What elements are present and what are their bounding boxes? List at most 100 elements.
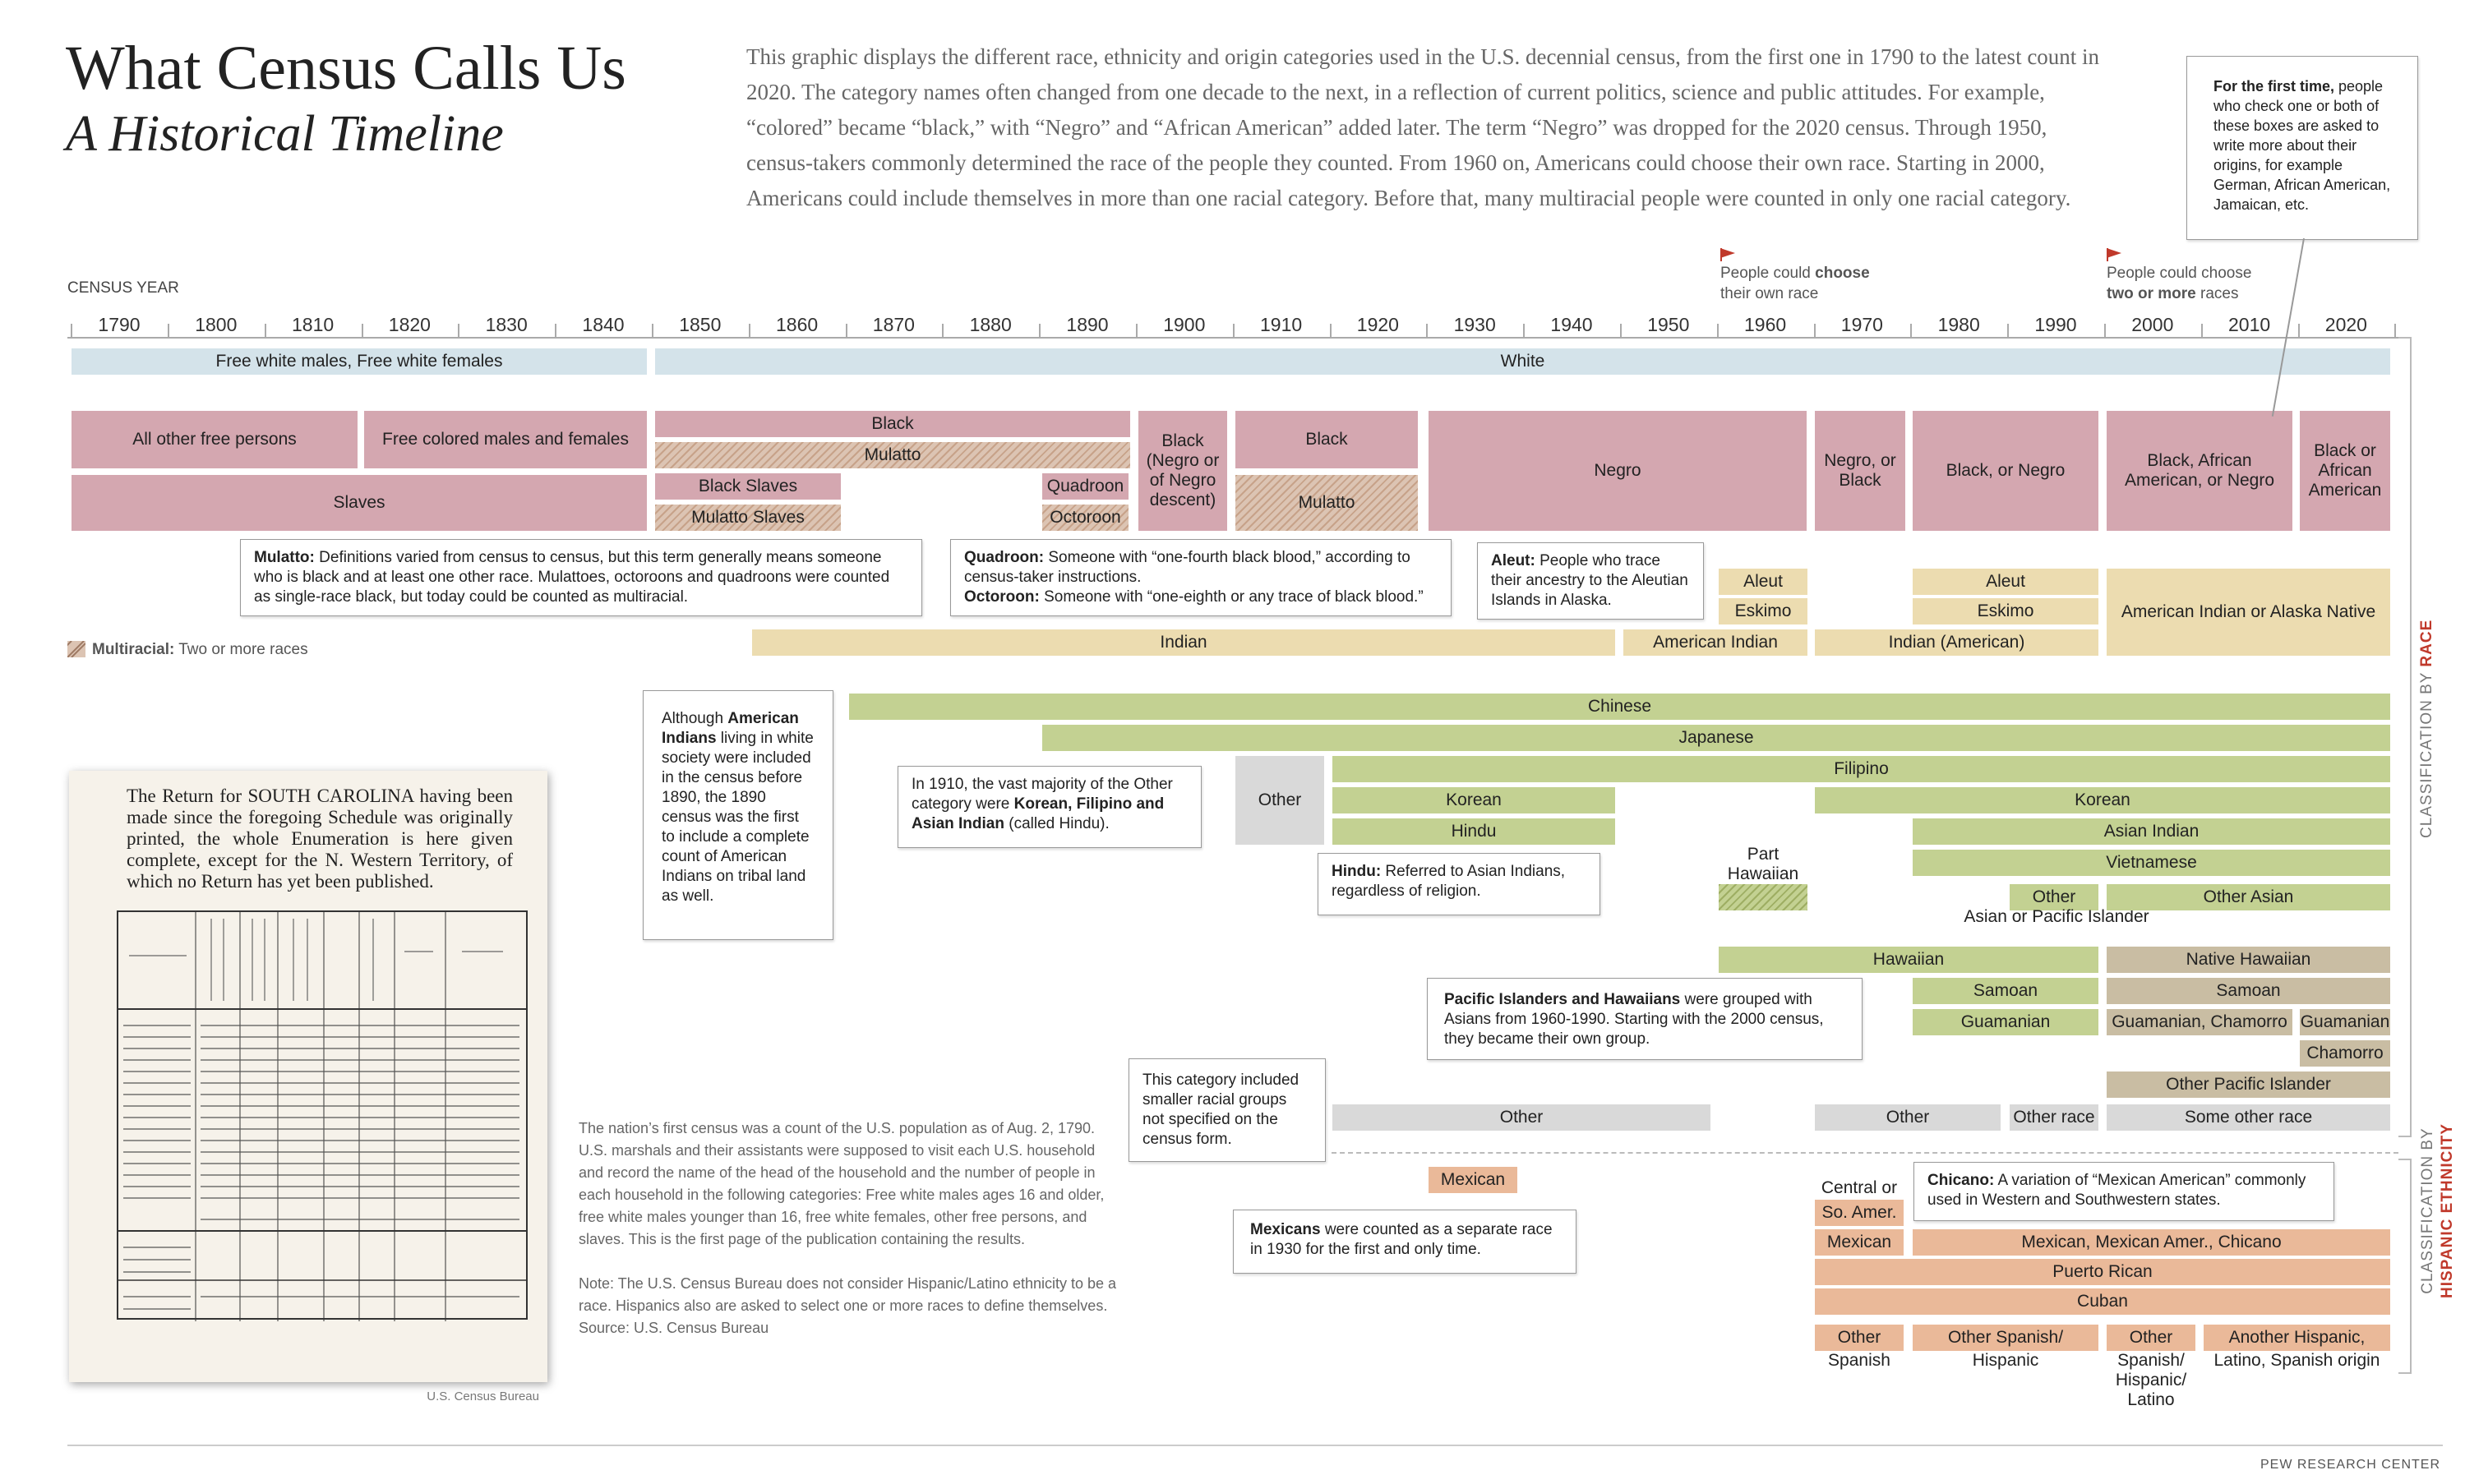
- bar-indian-american: Indian (American): [1815, 629, 2098, 656]
- year-label-1970: 1970: [1840, 314, 1883, 335]
- year-label-1840: 1840: [582, 314, 625, 335]
- note-aleut: Aleut: People who trace their ancestry t…: [1477, 542, 1704, 620]
- year-label-1910: 1910: [1260, 314, 1303, 335]
- bar-another-hispanic: Another Hispanic,: [2204, 1325, 2390, 1351]
- year-label-1940: 1940: [1550, 314, 1593, 335]
- bar-samoan-2000: Samoan: [2107, 978, 2390, 1004]
- note-quadroon-octoroon: Quadroon: Someone with “one-fourth black…: [950, 539, 1452, 616]
- bar-black-1850: Black: [655, 411, 1130, 437]
- bar-mulatto-1850: Mulatto: [655, 442, 1130, 468]
- brand-footer: PEW RESEARCH CENTER: [2260, 1458, 2440, 1472]
- bar-hindu: Hindu: [1332, 818, 1615, 845]
- year-tick: [2200, 324, 2203, 339]
- multiracial-legend: Multiracial: Two or more races: [92, 641, 308, 658]
- bar-mulatto-1910: Mulatto: [1235, 475, 1418, 531]
- year-tick: [748, 324, 750, 339]
- year-tick: [1135, 324, 1138, 339]
- hispanic-side-label: CLASSIFICATION BY HISPANIC ETHNICITY: [2419, 1123, 2456, 1298]
- label-central-or: Central or: [1821, 1178, 1898, 1197]
- year-label-1800: 1800: [195, 314, 238, 335]
- year-tick: [1619, 324, 1622, 339]
- label-other-spanish-hispanic: Hispanic: [1972, 1351, 2039, 1370]
- year-label-1980: 1980: [1937, 314, 1980, 335]
- bar-free-white: Free white males, Free white females: [72, 348, 647, 375]
- multiracial-swatch: [62, 640, 86, 658]
- year-tick: [2103, 324, 2106, 339]
- year-tick: [651, 324, 653, 339]
- flag-icon-1960: [1720, 248, 1737, 265]
- year-label-1930: 1930: [1453, 314, 1496, 335]
- bar-black-aa-negro: Black, African American, or Negro: [2107, 411, 2292, 531]
- race-ethnicity-divider: [1332, 1152, 2398, 1154]
- bar-guamanian-2020: Guamanian: [2300, 1009, 2390, 1035]
- bar-samoan-1980: Samoan: [1913, 978, 2098, 1004]
- year-label-1860: 1860: [776, 314, 819, 335]
- year-gridline: [1135, 339, 1138, 1399]
- year-label-1960: 1960: [1744, 314, 1787, 335]
- year-tick: [71, 324, 73, 339]
- bar-cuban: Cuban: [1815, 1288, 2390, 1315]
- year-tick: [1039, 324, 1041, 339]
- bar-other-1970: Other: [1815, 1104, 2001, 1131]
- year-tick: [458, 324, 460, 339]
- bar-white: White: [655, 348, 2390, 375]
- bar-japanese: Japanese: [1042, 725, 2390, 751]
- bar-other-asian: Other Asian: [2107, 884, 2390, 910]
- year-label-1880: 1880: [969, 314, 1012, 335]
- bar-asian-indian: Asian Indian: [1913, 818, 2390, 845]
- bar-american-indian: American Indian: [1623, 629, 1807, 656]
- document-table-graphic: [117, 910, 528, 1321]
- bar-other-spanish-hispanic: Other Spanish/: [1913, 1325, 2098, 1351]
- bar-negro-or-black: Negro, or Black: [1815, 411, 1905, 531]
- bar-free-colored: Free colored males and females: [364, 411, 647, 468]
- year-label-2010: 2010: [2228, 314, 2271, 335]
- year-tick: [264, 324, 266, 339]
- year-tick: [1232, 324, 1235, 339]
- bar-other-race: Other race: [2010, 1104, 2098, 1131]
- two-or-more-marker: People could choose two or more races: [2107, 265, 2252, 302]
- bar-other-2000: Other: [2107, 1325, 2195, 1351]
- race-side-label: CLASSIFICATION BY RACE: [2418, 619, 2435, 838]
- bar-part-hawaiian: [1719, 884, 1807, 910]
- label-latino-spanish-origin: Latino, Spanish origin: [2213, 1351, 2380, 1370]
- year-tick: [1523, 324, 1526, 339]
- bar-eskimo-1960: Eskimo: [1719, 598, 1807, 624]
- bar-mexican-chicano: Mexican, Mexican Amer., Chicano: [1913, 1229, 2390, 1256]
- footnote-first-census: The nation’s first census was a count of…: [579, 1120, 1105, 1247]
- year-tick: [1910, 324, 1913, 339]
- year-tick: [167, 324, 169, 339]
- year-gridline: [1910, 339, 1913, 1399]
- year-tick: [2394, 324, 2397, 339]
- year-label-1830: 1830: [485, 314, 528, 335]
- bar-other-api: Other: [2010, 884, 2098, 910]
- year-label-1990: 1990: [2034, 314, 2077, 335]
- note-mulatto: Mulatto: Definitions varied from census …: [240, 539, 922, 616]
- bar-other-spanish-1970: Other: [1815, 1325, 1904, 1351]
- bar-puerto-rican: Puerto Rican: [1815, 1259, 2390, 1285]
- footnote: The nation’s first census was a count of…: [579, 1118, 1121, 1339]
- year-tick: [2007, 324, 2010, 339]
- bar-so-amer: So. Amer.: [1815, 1200, 1904, 1226]
- year-label-1850: 1850: [679, 314, 722, 335]
- year-label-1810: 1810: [292, 314, 335, 335]
- document-credit: U.S. Census Bureau: [427, 1390, 539, 1403]
- axis-label: CENSUS YEAR: [67, 279, 179, 297]
- label-part-hawaiian: Part Hawaiian: [1727, 845, 1799, 883]
- year-label-2020: 2020: [2324, 314, 2367, 335]
- intro-paragraph: This graphic displays the different race…: [746, 44, 2100, 210]
- note-chicano: Chicano: A variation of “Mexican America…: [1913, 1162, 2334, 1221]
- bar-mulatto-slaves: Mulatto Slaves: [655, 505, 841, 531]
- year-label-1920: 1920: [1356, 314, 1399, 335]
- bar-vietnamese: Vietnamese: [1913, 850, 2390, 876]
- year-label-2000: 2000: [2131, 314, 2174, 335]
- race-bracket: [2398, 337, 2412, 1137]
- year-tick: [1426, 324, 1429, 339]
- label-spanish-hispanic-latino: Spanish/ Hispanic/ Latino: [2115, 1351, 2187, 1409]
- bar-indian: Indian: [752, 629, 1615, 656]
- bar-filipino: Filipino: [1332, 756, 2390, 782]
- year-label-1870: 1870: [872, 314, 915, 335]
- footer-rule: [67, 1445, 2443, 1446]
- note-small-groups: This category included smaller racial gr…: [1129, 1058, 1326, 1162]
- year-label-1950: 1950: [1647, 314, 1690, 335]
- year-tick: [1329, 324, 1332, 339]
